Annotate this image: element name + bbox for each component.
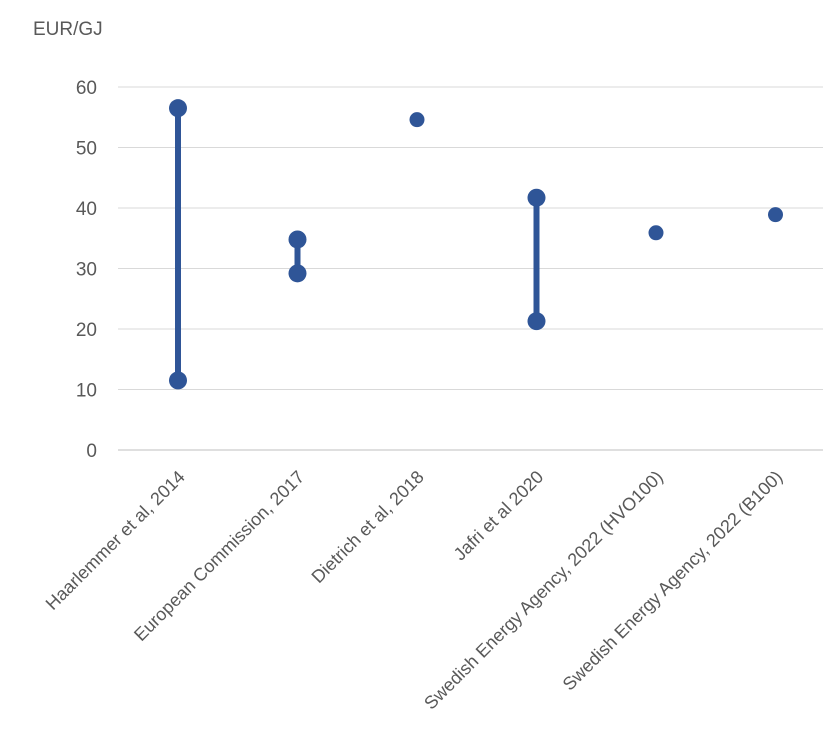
- y-tick-label: 0: [86, 441, 97, 462]
- y-tick-label: 10: [76, 381, 97, 402]
- range-low-point: [288, 264, 307, 283]
- x-category-label: Dietrich et al, 2018: [308, 467, 428, 587]
- y-axis-tick-labels: 0 10 20 30 40 50 60: [76, 78, 97, 462]
- y-tick-label: 30: [76, 260, 97, 281]
- y-tick-label: 20: [76, 320, 97, 341]
- range-low-point: [527, 312, 546, 331]
- data-point: [648, 225, 664, 241]
- data-point: [768, 207, 783, 223]
- gridlines: [118, 86, 823, 451]
- y-axis-unit-label: EUR/GJ: [33, 19, 103, 40]
- x-category-label: Swedish Energy Agency, 2022 (HVO100): [420, 467, 667, 714]
- data-marks: [169, 99, 783, 390]
- y-tick-label: 50: [76, 139, 97, 160]
- x-category-label: Jafri et al 2020: [450, 467, 548, 565]
- range-low-point: [169, 371, 187, 390]
- x-category-label: Swedish Energy Agency, 2022 (B100): [559, 467, 787, 695]
- x-category-label: Haarlemmer et al, 2014: [42, 467, 189, 614]
- y-tick-label: 40: [76, 199, 97, 220]
- y-tick-label: 60: [76, 78, 97, 99]
- data-point: [409, 112, 425, 128]
- range-high-point: [169, 99, 187, 118]
- range-high-point: [288, 230, 307, 249]
- range-high-point: [527, 188, 546, 207]
